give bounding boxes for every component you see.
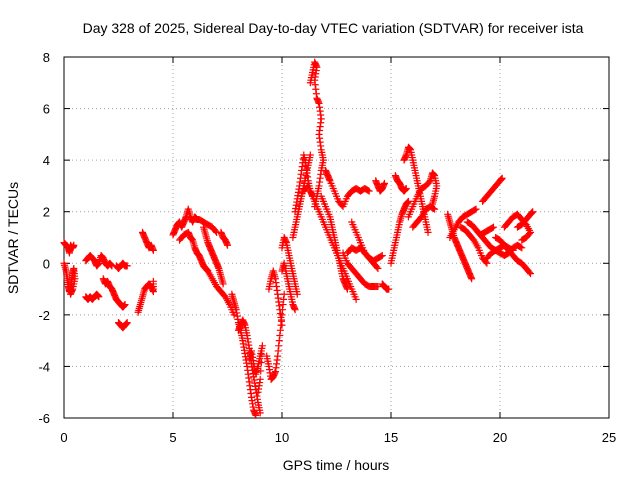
data-point: [374, 282, 382, 290]
data-point: [256, 409, 264, 417]
data-point: [377, 252, 385, 260]
y-axis-label: SDTVAR / TECUs: [5, 182, 21, 294]
data-point: [254, 388, 262, 396]
data-point: [378, 252, 386, 260]
data-point: [252, 411, 260, 419]
data-point: [352, 295, 360, 303]
data-point: [149, 246, 157, 254]
data-point: [70, 241, 78, 249]
data-point: [343, 285, 351, 293]
data-point: [517, 243, 525, 251]
data-point: [374, 264, 382, 272]
data-point: [430, 204, 438, 212]
data-point: [219, 280, 227, 288]
data-point: [489, 223, 497, 231]
data-point: [95, 293, 103, 301]
data-point: [278, 321, 286, 329]
data-point: [306, 151, 314, 159]
data-point: [149, 277, 157, 285]
data-point: [257, 359, 265, 367]
x-axis-label: GPS time / hours: [283, 457, 390, 473]
x-tick-label: 5: [169, 430, 176, 445]
data-point: [258, 350, 266, 358]
data-point: [498, 174, 506, 182]
axis-ticks: 0 5 10 15 20 25 -6 -4 -2 0 2 4 6 8: [38, 50, 616, 445]
x-tick-label: 10: [275, 430, 289, 445]
data-point: [365, 187, 373, 195]
data-point: [527, 270, 535, 278]
data-point: [380, 179, 388, 187]
data-point: [482, 258, 490, 266]
data-point: [257, 367, 265, 375]
data-point: [373, 263, 381, 271]
data-point: [431, 205, 439, 213]
data-point: [529, 208, 537, 216]
plot-frame: [63, 56, 610, 419]
data-point: [67, 290, 75, 298]
data-point: [518, 244, 526, 252]
data-point: [212, 227, 220, 235]
y-tick-label: 6: [43, 102, 50, 117]
data-point: [280, 290, 288, 298]
data-point: [472, 205, 480, 213]
x-tick-label: 15: [384, 430, 398, 445]
data-point: [471, 206, 479, 214]
data-point: [468, 275, 476, 283]
y-tick-label: 4: [43, 153, 50, 168]
data-point: [402, 185, 410, 193]
data-point: [293, 290, 301, 298]
x-tick-label: 25: [602, 430, 616, 445]
data-point: [123, 262, 131, 270]
data-point: [385, 285, 393, 293]
data-point: [364, 186, 372, 194]
data-point: [121, 301, 129, 309]
data-point: [519, 235, 527, 243]
chart-title: Day 328 of 2025, Sidereal Day-to-day VTE…: [83, 20, 584, 36]
data-point: [518, 236, 526, 244]
y-tick-label: 2: [43, 205, 50, 220]
data-point: [123, 319, 131, 327]
y-tick-label: -2: [38, 308, 50, 323]
y-tick-label: -4: [38, 359, 50, 374]
x-tick-label: 0: [60, 430, 67, 445]
data-point: [291, 306, 299, 314]
y-tick-label: 8: [43, 50, 50, 65]
data-points: [60, 58, 537, 419]
data-point: [404, 197, 412, 205]
y-tick-label: 0: [43, 256, 50, 271]
x-tick-label: 20: [493, 430, 507, 445]
data-point: [488, 224, 496, 232]
data-point: [224, 241, 231, 249]
y-tick-label: -6: [38, 411, 50, 426]
data-point: [425, 178, 433, 186]
data-point: [525, 268, 533, 276]
data-point: [424, 228, 432, 236]
data-point: [258, 342, 266, 350]
